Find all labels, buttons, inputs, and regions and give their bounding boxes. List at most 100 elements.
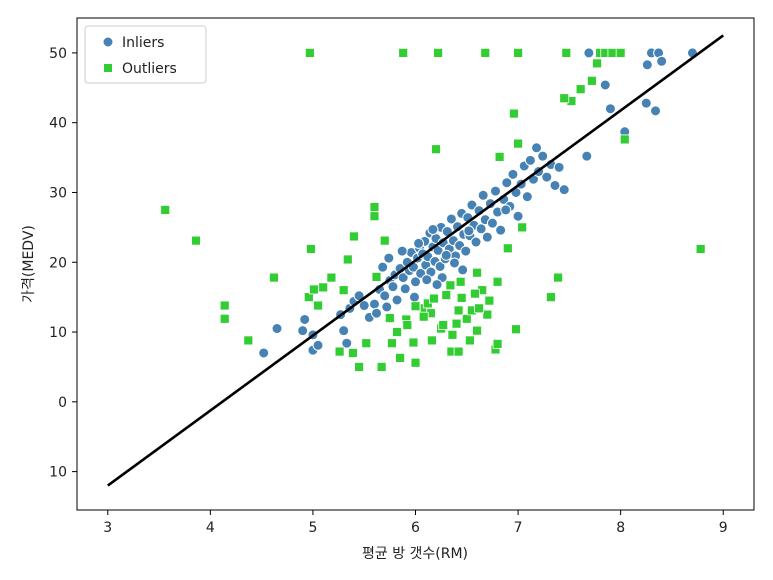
outlier-point bbox=[371, 272, 382, 282]
inlier-point bbox=[258, 347, 270, 359]
outliers-series bbox=[160, 47, 706, 372]
outlier-point bbox=[338, 285, 349, 296]
y-axis-ticks: 10 0 10 20 30 40 50 bbox=[49, 46, 77, 481]
outlier-point bbox=[392, 327, 402, 337]
outlier-point bbox=[431, 144, 441, 155]
inlier-point bbox=[399, 283, 411, 295]
inlier-point bbox=[537, 150, 549, 162]
inlier-point bbox=[427, 223, 439, 235]
inlier-point bbox=[396, 245, 408, 257]
outlier-point bbox=[243, 335, 254, 346]
inlier-point bbox=[599, 79, 611, 91]
inlier-point bbox=[413, 237, 425, 249]
legend-inliers-label: Inliers bbox=[122, 35, 164, 51]
inlier-point bbox=[440, 249, 452, 261]
inlier-point bbox=[524, 154, 536, 166]
outlier-point bbox=[369, 211, 380, 222]
outlier-point bbox=[219, 313, 230, 324]
outlier-point bbox=[441, 290, 452, 300]
outlier-point bbox=[509, 108, 519, 119]
outlier-point bbox=[513, 138, 523, 149]
y-axis-label: 가격(MEDV) bbox=[21, 225, 37, 303]
outlier-point bbox=[461, 313, 472, 324]
y-tick-label: 20 bbox=[49, 255, 67, 271]
outlier-point bbox=[326, 272, 337, 283]
outlier-point bbox=[492, 276, 503, 287]
outlier-point bbox=[484, 295, 495, 306]
outlier-point bbox=[480, 47, 491, 58]
inlier-point bbox=[463, 225, 475, 237]
legend-outliers-label: Outliers bbox=[122, 61, 177, 77]
inlier-point bbox=[553, 161, 565, 173]
legend-inliers-marker bbox=[102, 36, 114, 48]
x-tick-label: 7 bbox=[514, 520, 523, 536]
outlier-point bbox=[305, 244, 316, 254]
outlier-point bbox=[309, 284, 319, 295]
legend-outliers-marker bbox=[103, 63, 113, 73]
y-tick-label: 50 bbox=[49, 46, 67, 62]
outlier-point bbox=[619, 134, 630, 145]
outlier-point bbox=[191, 235, 201, 246]
inlier-point bbox=[531, 142, 543, 154]
outlier-point bbox=[575, 84, 586, 95]
inlier-point bbox=[341, 337, 353, 349]
inlier-point bbox=[583, 47, 595, 59]
outlier-point bbox=[418, 311, 429, 322]
outlier-point bbox=[607, 47, 618, 58]
outlier-point bbox=[384, 313, 395, 323]
outlier-point bbox=[269, 272, 279, 283]
outlier-point bbox=[387, 338, 397, 349]
inlier-point bbox=[641, 59, 653, 71]
outlier-point bbox=[517, 222, 528, 233]
outlier-point bbox=[354, 362, 364, 372]
inlier-point bbox=[271, 323, 283, 335]
outlier-point bbox=[482, 309, 493, 320]
plot-frame bbox=[76, 17, 755, 511]
inlier-point bbox=[371, 307, 383, 319]
outlier-point bbox=[472, 267, 482, 278]
inlier-point bbox=[507, 168, 519, 180]
outlier-point bbox=[592, 58, 602, 69]
x-tick-label: 4 bbox=[206, 520, 215, 536]
inlier-point bbox=[387, 281, 399, 293]
outlier-point bbox=[410, 357, 421, 368]
outlier-point bbox=[553, 272, 563, 283]
inlier-point bbox=[541, 171, 553, 183]
inlier-point bbox=[581, 150, 593, 162]
outlier-point bbox=[464, 335, 475, 346]
outlier-point bbox=[559, 93, 570, 104]
x-axis-label: 평균 방 갯수(RM) bbox=[362, 546, 468, 562]
inlier-point bbox=[397, 272, 409, 284]
outlier-point bbox=[379, 235, 390, 246]
outlier-point bbox=[474, 303, 484, 314]
x-tick-label: 9 bbox=[719, 520, 728, 536]
x-tick-label: 6 bbox=[411, 520, 420, 536]
y-tick-label: 10 bbox=[49, 325, 67, 341]
inlier-point bbox=[391, 294, 403, 306]
x-tick-label: 5 bbox=[308, 520, 317, 536]
outlier-point bbox=[427, 335, 437, 346]
y-tick-label: 40 bbox=[49, 116, 67, 132]
outlier-point bbox=[408, 337, 419, 348]
legend: Inliers Outliers bbox=[84, 25, 207, 84]
outlier-point bbox=[587, 75, 597, 86]
outlier-point bbox=[492, 339, 503, 349]
outlier-point bbox=[304, 47, 315, 58]
inlier-point bbox=[490, 185, 502, 197]
outlier-point bbox=[494, 151, 505, 162]
y-tick-label: 0 bbox=[58, 395, 67, 411]
y-tick-label: 30 bbox=[49, 185, 67, 201]
inlier-point bbox=[500, 204, 512, 216]
outlier-point bbox=[453, 305, 464, 316]
outlier-point bbox=[349, 231, 359, 242]
inlier-point bbox=[448, 257, 460, 269]
inlier-point bbox=[558, 184, 570, 196]
outlier-point bbox=[513, 47, 523, 58]
outlier-point bbox=[219, 300, 230, 311]
regression-line bbox=[107, 34, 724, 487]
outlier-point bbox=[361, 338, 372, 349]
inlier-point bbox=[656, 55, 668, 67]
inlier-point bbox=[501, 177, 513, 189]
inlier-point bbox=[408, 291, 420, 303]
inlier-point bbox=[481, 231, 493, 243]
